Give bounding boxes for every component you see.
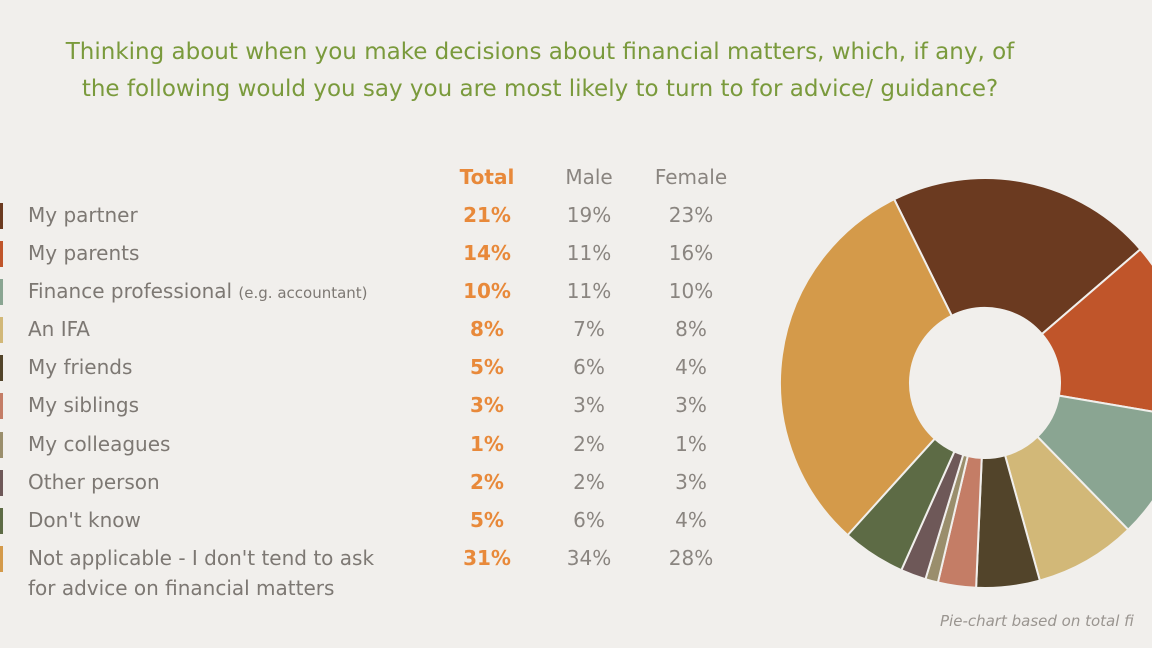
row-label: My friends <box>28 353 132 383</box>
row-female: 4% <box>675 508 707 532</box>
row-total: 8% <box>470 317 504 341</box>
row-label-text: Finance professional <box>28 279 233 303</box>
row-label-text: My partner <box>28 203 138 227</box>
row-label-text: Not applicable - I don't tend to ask <box>28 546 375 570</box>
row-total: 14% <box>463 241 511 265</box>
pie-slice <box>779 197 954 537</box>
legend-swatch <box>0 241 3 267</box>
row-label: My parents <box>28 239 139 269</box>
table-row: Don't know 5% 6% 4% <box>0 506 760 536</box>
row-label-note: (e.g. accountant) <box>238 284 368 302</box>
table-row: Finance professional (e.g. accountant) 1… <box>0 277 760 307</box>
chart-footnote: Pie-chart based on total fi <box>940 612 1134 630</box>
row-total: 5% <box>470 355 504 379</box>
row-male: 2% <box>573 470 605 494</box>
row-label: Other person <box>28 468 160 498</box>
legend-swatch <box>0 432 3 458</box>
row-label-text: Don't know <box>28 508 141 532</box>
row-total: 2% <box>470 470 504 494</box>
legend-swatch <box>0 393 3 419</box>
table-row: My friends 5% 6% 4% <box>0 353 760 383</box>
row-total: 10% <box>463 279 511 303</box>
pie-slice <box>892 177 1142 336</box>
table-row: My parents 14% 11% 16% <box>0 239 760 269</box>
table-row: My siblings 3% 3% 3% <box>0 391 760 421</box>
row-label: Finance professional (e.g. accountant) <box>28 277 368 307</box>
row-total: 1% <box>470 432 504 456</box>
legend-swatch <box>0 508 3 534</box>
chart-title: Thinking about when you make decisions a… <box>0 34 1080 108</box>
row-total: 31% <box>463 546 511 570</box>
row-label: My colleagues <box>28 430 170 460</box>
row-label: My siblings <box>28 391 139 421</box>
legend-swatch <box>0 470 3 496</box>
row-female: 8% <box>675 317 707 341</box>
row-female: 3% <box>675 470 707 494</box>
title-line-2: the following would you say you are most… <box>81 76 999 102</box>
row-label: An IFA <box>28 315 90 345</box>
title-line-1: Thinking about when you make decisions a… <box>65 39 1015 65</box>
legend-swatch <box>0 203 3 229</box>
row-female: 4% <box>675 355 707 379</box>
row-label: My partner <box>28 201 138 231</box>
legend-swatch <box>0 546 3 572</box>
row-total: 21% <box>463 203 511 227</box>
row-male: 3% <box>573 393 605 417</box>
row-label: Not applicable - I don't tend to ask for… <box>28 544 374 602</box>
row-female: 23% <box>668 203 714 227</box>
row-label-text-line2: for advice on financial matters <box>28 576 335 600</box>
table-row: An IFA 8% 7% 8% <box>0 315 760 345</box>
row-female: 10% <box>668 279 714 303</box>
header-male: Male <box>565 165 613 189</box>
row-label-text: An IFA <box>28 317 90 341</box>
row-female: 1% <box>675 432 707 456</box>
table-row: My partner 21% 19% 23% <box>0 201 760 231</box>
table-row: My colleagues 1% 2% 1% <box>0 430 760 460</box>
row-male: 11% <box>566 279 612 303</box>
row-total: 5% <box>470 508 504 532</box>
row-label-text: My siblings <box>28 393 140 417</box>
row-male: 19% <box>566 203 612 227</box>
pie-slice <box>1040 247 1152 413</box>
header-female: Female <box>654 165 728 189</box>
row-label-text: My friends <box>28 355 133 379</box>
row-male: 2% <box>573 432 605 456</box>
row-female: 3% <box>675 393 707 417</box>
legend-swatch <box>0 317 3 343</box>
row-total: 3% <box>470 393 504 417</box>
legend-swatch <box>0 279 3 305</box>
row-male: 6% <box>573 355 605 379</box>
row-label-text: Other person <box>28 470 160 494</box>
legend-swatch <box>0 355 3 381</box>
row-female: 28% <box>668 546 714 570</box>
row-label: Don't know <box>28 506 141 536</box>
row-female: 16% <box>668 241 714 265</box>
row-label-text: My parents <box>28 241 140 265</box>
header-total: Total <box>459 165 515 189</box>
row-male: 34% <box>566 546 612 570</box>
row-male: 7% <box>573 317 605 341</box>
table-row: Other person 2% 2% 3% <box>0 468 760 498</box>
row-label-text: My colleagues <box>28 432 171 456</box>
row-male: 6% <box>573 508 605 532</box>
row-male: 11% <box>566 241 612 265</box>
table-row: Not applicable - I don't tend to ask for… <box>0 544 760 600</box>
